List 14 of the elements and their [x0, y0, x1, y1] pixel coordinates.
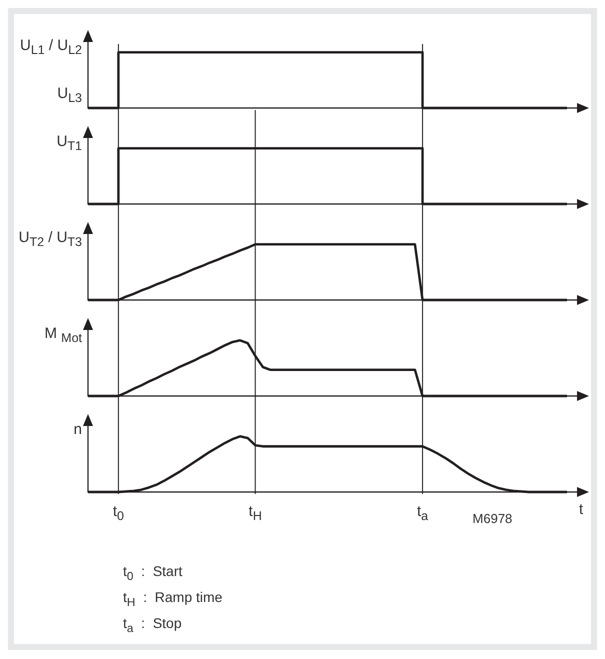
text: t$_{0}$ : Start: [123, 563, 182, 583]
text: M6978: [472, 511, 512, 526]
x-tick-label: t$_{a}$: [416, 503, 428, 523]
x-tick-label: t$_{0}$: [112, 503, 124, 523]
y-axis-title: U$_{T1}$: [56, 133, 82, 153]
x-axis-title: t: [579, 501, 584, 518]
y-axis-title: n: [74, 421, 82, 438]
y-axis-title: U$_{T2}$ / U$_{T3}$: [18, 229, 82, 249]
y-axis-title: M $_{Mot}$: [44, 325, 82, 345]
y-axis-title: U$_{L1}$ / U$_{L2}$: [20, 37, 82, 57]
text: t$_{H}$ : Ramp time: [123, 589, 222, 609]
text: t$_{a}$ : Stop: [123, 615, 182, 635]
x-tick-label: t$_{H}$: [248, 503, 262, 523]
text: U$_{L3}$: [57, 85, 82, 105]
